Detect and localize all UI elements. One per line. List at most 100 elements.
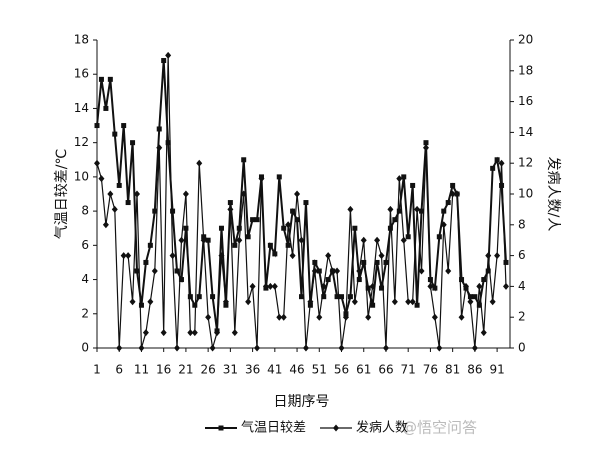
point: [445, 200, 451, 206]
x-tick-label: 61: [356, 363, 371, 377]
point: [102, 221, 109, 229]
point: [152, 208, 158, 214]
point: [170, 208, 176, 214]
point: [396, 208, 402, 214]
point: [196, 294, 202, 300]
point: [391, 298, 398, 306]
legend-label: 发病人数: [356, 420, 408, 436]
point: [240, 190, 247, 198]
point: [147, 242, 153, 248]
point: [342, 313, 349, 321]
y2-tick-label: 4: [518, 279, 526, 293]
point: [236, 225, 242, 231]
point: [320, 282, 327, 290]
point: [321, 294, 327, 300]
point: [481, 277, 487, 283]
point: [494, 252, 501, 260]
point: [485, 252, 492, 260]
y-tick-label: 10: [74, 169, 89, 183]
point: [414, 302, 420, 308]
point: [98, 76, 104, 82]
y-axis-label: 气温日较差/℃: [54, 149, 70, 239]
point: [174, 344, 181, 352]
point: [383, 259, 389, 265]
point: [489, 298, 496, 306]
y2-axis-label: 发病人数/人: [545, 157, 561, 232]
point: [103, 105, 109, 111]
y2-tick-label: 0: [518, 341, 526, 355]
point: [334, 294, 340, 300]
point: [187, 329, 194, 337]
point: [414, 205, 421, 213]
point: [378, 252, 385, 260]
point: [151, 267, 158, 275]
point: [294, 190, 301, 198]
point: [431, 313, 438, 321]
point: [449, 190, 456, 198]
point: [210, 294, 216, 300]
series-line: [96, 60, 507, 332]
point: [178, 277, 184, 283]
point: [454, 190, 461, 198]
point: [94, 123, 100, 129]
point: [222, 298, 229, 306]
y-tick-label: 0: [81, 341, 89, 355]
point: [370, 302, 376, 308]
series-line: [96, 55, 507, 349]
x-tick-label: 1: [93, 363, 101, 377]
point: [254, 344, 261, 352]
point: [480, 329, 487, 337]
point: [311, 267, 318, 275]
point: [325, 277, 331, 283]
point: [161, 58, 167, 64]
point: [227, 200, 233, 206]
point: [245, 298, 252, 306]
legend-label: 气温日较差: [241, 420, 306, 436]
y-tick-label: 6: [81, 238, 89, 252]
point: [423, 140, 429, 146]
point: [499, 182, 505, 188]
point: [111, 205, 118, 213]
x-tick-label: 21: [178, 363, 193, 377]
y-tick-label: 4: [81, 272, 89, 286]
point: [440, 221, 447, 229]
point: [307, 298, 314, 306]
point: [405, 298, 412, 306]
point: [409, 298, 416, 306]
point: [209, 344, 216, 352]
point: [120, 252, 127, 260]
point: [302, 344, 309, 352]
point: [445, 267, 452, 275]
point: [112, 131, 118, 137]
point: [316, 313, 323, 321]
point: [125, 252, 132, 260]
point: [165, 140, 171, 146]
x-tick-label: 66: [378, 363, 393, 377]
point: [365, 285, 371, 291]
point: [156, 126, 162, 132]
point: [156, 144, 163, 152]
point: [462, 282, 469, 290]
point: [236, 236, 243, 244]
y2-tick-label: 2: [518, 310, 526, 324]
point: [476, 302, 482, 308]
x-tick-label: 81: [445, 363, 460, 377]
point: [183, 225, 189, 231]
point: [98, 175, 105, 183]
point: [182, 190, 189, 198]
point: [232, 242, 238, 248]
point: [334, 267, 341, 275]
point: [450, 182, 456, 188]
y-tick-label: 2: [81, 306, 89, 320]
x-tick-label: 41: [267, 363, 282, 377]
point: [459, 277, 465, 283]
point: [231, 329, 238, 337]
point: [294, 217, 300, 223]
point: [467, 294, 473, 300]
x-tick-label: 16: [156, 363, 171, 377]
point: [249, 282, 256, 290]
point: [138, 344, 145, 352]
x-tick-label: 36: [245, 363, 260, 377]
point: [387, 205, 394, 213]
point: [374, 236, 381, 244]
